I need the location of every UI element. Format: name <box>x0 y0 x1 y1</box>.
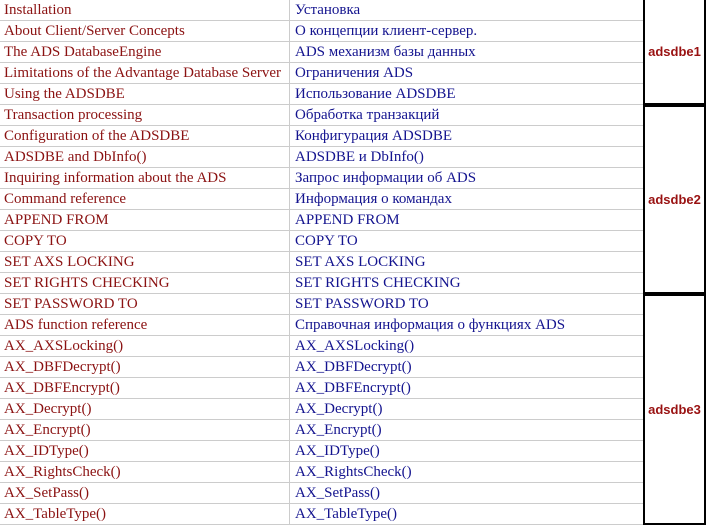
table-cell-russian: Запрос информации об ADS <box>290 168 643 189</box>
table-cell-english: Installation <box>0 0 290 21</box>
table-cell-russian: ADS механизм базы данных <box>290 42 643 63</box>
table-cell-english: AX_DBFEncrypt() <box>0 378 290 399</box>
table-cell-english: COPY TO <box>0 231 290 252</box>
table-cell-russian: SET RIGHTS CHECKING <box>290 273 643 294</box>
table-cell-russian: AX_AXSLocking() <box>290 336 643 357</box>
table-cell-russian: Установка <box>290 0 643 21</box>
table-cell-english: AX_TableType() <box>0 504 290 525</box>
table-cell-english: Configuration of the ADSDBE <box>0 126 290 147</box>
table-cell-russian: AX_SetPass() <box>290 483 643 504</box>
table-cell-russian: Ограничения ADS <box>290 63 643 84</box>
table-cell-english: SET AXS LOCKING <box>0 252 290 273</box>
table-cell-english: Inquiring information about the ADS <box>0 168 290 189</box>
table-cell-russian: COPY TO <box>290 231 643 252</box>
group-label-adsdbe3: adsdbe3 <box>643 294 706 525</box>
table-cell-english: ADSDBE and DbInfo() <box>0 147 290 168</box>
table-cell-russian: AX_RightsCheck() <box>290 462 643 483</box>
group-label-adsdbe1: adsdbe1 <box>643 0 706 105</box>
table-cell-english: Transaction processing <box>0 105 290 126</box>
table-cell-russian: Информация о командах <box>290 189 643 210</box>
table-cell-english: AX_Decrypt() <box>0 399 290 420</box>
table-cell-english: AX_SetPass() <box>0 483 290 504</box>
table-cell-english: AX_Encrypt() <box>0 420 290 441</box>
table-cell-russian: О концепции клиент-сервер. <box>290 21 643 42</box>
table-cell-russian: AX_Encrypt() <box>290 420 643 441</box>
table-cell-russian: AX_TableType() <box>290 504 643 525</box>
table-cell-russian: AX_DBFEncrypt() <box>290 378 643 399</box>
table-cell-english: SET PASSWORD TO <box>0 294 290 315</box>
table-cell-english: SET RIGHTS CHECKING <box>0 273 290 294</box>
table-cell-russian: SET AXS LOCKING <box>290 252 643 273</box>
table-cell-russian: Справочная информация о функциях ADS <box>290 315 643 336</box>
table-cell-russian: SET PASSWORD TO <box>290 294 643 315</box>
table-cell-russian: APPEND FROM <box>290 210 643 231</box>
table-cell-russian: AX_Decrypt() <box>290 399 643 420</box>
table-cell-russian: Использование ADSDBE <box>290 84 643 105</box>
table-cell-russian: ADSDBE и DbInfo() <box>290 147 643 168</box>
table-cell-english: Using the ADSDBE <box>0 84 290 105</box>
table-cell-english: Limitations of the Advantage Database Se… <box>0 63 290 84</box>
table-cell-english: AX_DBFDecrypt() <box>0 357 290 378</box>
table-cell-russian: Обработка транзакций <box>290 105 643 126</box>
table-cell-english: The ADS DatabaseEngine <box>0 42 290 63</box>
group-label-adsdbe2: adsdbe2 <box>643 105 706 294</box>
table-cell-english: ADS function reference <box>0 315 290 336</box>
table-cell-russian: AX_DBFDecrypt() <box>290 357 643 378</box>
table-cell-english: AX_RightsCheck() <box>0 462 290 483</box>
table-cell-english: AX_AXSLocking() <box>0 336 290 357</box>
table-cell-russian: Конфигурация ADSDBE <box>290 126 643 147</box>
table-cell-russian: AX_IDType() <box>290 441 643 462</box>
table-cell-english: AX_IDType() <box>0 441 290 462</box>
table-cell-english: About Client/Server Concepts <box>0 21 290 42</box>
table-cell-english: APPEND FROM <box>0 210 290 231</box>
table-cell-english: Command reference <box>0 189 290 210</box>
